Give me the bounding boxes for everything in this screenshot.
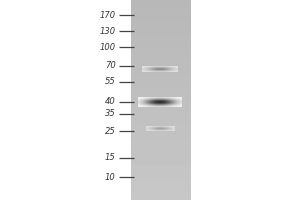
- Text: 170: 170: [99, 10, 116, 20]
- Text: 40: 40: [105, 98, 116, 106]
- Text: 70: 70: [105, 62, 116, 71]
- Text: 15: 15: [105, 154, 116, 162]
- Text: 55: 55: [105, 77, 116, 86]
- Text: 100: 100: [99, 43, 116, 51]
- Text: 10: 10: [105, 172, 116, 182]
- Text: 35: 35: [105, 110, 116, 118]
- Text: 130: 130: [99, 26, 116, 36]
- Text: 25: 25: [105, 127, 116, 136]
